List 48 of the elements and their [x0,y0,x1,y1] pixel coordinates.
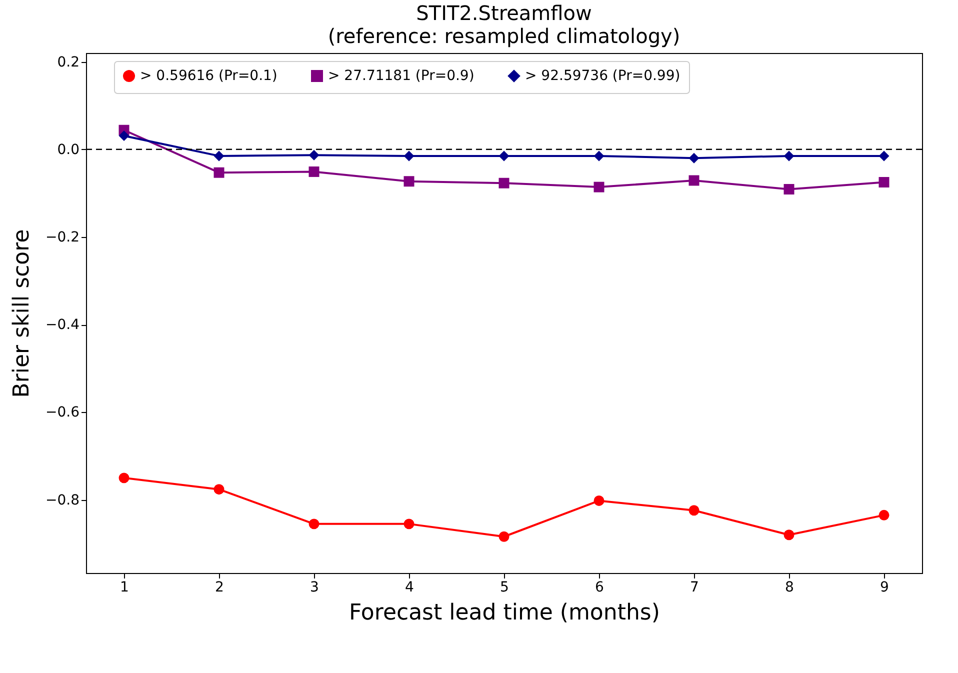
x-tick-label: 4 [405,580,414,596]
y-tick-label: 0.2 [57,54,80,70]
point [784,150,794,162]
point [688,505,700,516]
x-tick-label: 5 [500,580,509,596]
point [404,150,414,162]
point [308,518,320,530]
chart-subtitle: (reference: resampled climatology) [328,24,680,48]
point [118,130,130,142]
x-tick-label: 2 [215,580,224,596]
point [878,150,890,162]
x-axis-title: Forecast lead time (months) [349,600,660,626]
point [878,176,890,188]
y-tick-label: −0.4 [46,317,80,334]
point [214,484,224,495]
legend-label: > 0.59616 (Pr=0.1) [140,68,278,84]
legend-label: > 92.59736 (Pr=0.99) [525,68,680,84]
point [784,184,794,194]
point [498,150,510,162]
point [784,530,794,540]
point [308,150,320,160]
point [688,175,700,186]
x-tick-label: 7 [690,580,699,596]
point [688,152,700,164]
chart-title: STIT2.Streamflow [416,1,592,25]
point [594,495,604,506]
point [404,518,414,530]
y-axis-title: Brier skill score [10,229,35,398]
y-tick-label: −0.6 [46,404,80,421]
point [404,176,414,187]
point [594,182,604,192]
legend-label: > 27.71181 (Pr=0.9) [328,68,474,84]
point [498,178,510,188]
point [594,150,604,162]
x-tick-label: 8 [785,580,794,596]
point [878,510,890,520]
point [118,472,130,484]
x-tick-label: 3 [310,580,319,596]
y-tick-label: −0.2 [46,229,80,246]
x-tick-label: 6 [595,580,604,596]
x-tick-label: 9 [880,580,889,596]
y-tick-label: −0.8 [46,492,80,508]
point [498,531,510,542]
point [214,150,224,162]
point [308,166,320,177]
y-tick-label: 0.0 [57,142,80,158]
x-tick-label: 1 [120,580,129,596]
point [214,167,224,178]
